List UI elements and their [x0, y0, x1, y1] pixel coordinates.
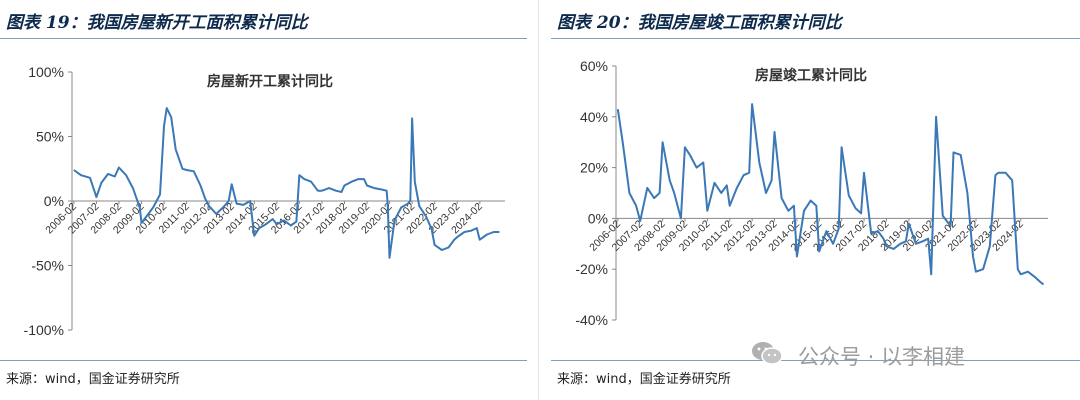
completions-yoy-chart: 60%40%20%0%-20%-40%2006-022007-022008-02… — [575, 58, 1048, 328]
watermark-text: 公众号 · 以李相建 — [798, 345, 966, 369]
figure-panel-right: 图表 20：我国房屋竣工面积累计同比 60% 40% 20% 0% -20% -40% 20… — [551, 0, 1080, 400]
source-divider — [551, 360, 1080, 361]
y-tick-label: 0% — [588, 210, 608, 226]
series-line — [73, 107, 500, 259]
y-tick-label: 100% — [28, 64, 64, 80]
y-tick-label: 20% — [580, 160, 608, 176]
panel-divider — [538, 0, 539, 400]
figure-title: 图表 19：我国房屋新开工面积累计同比 — [6, 13, 308, 33]
series-line — [616, 103, 1045, 286]
y-tick-label: 40% — [580, 109, 608, 125]
chart-title: 房屋新开工累计同比 — [207, 73, 333, 90]
y-tick-label: -100% — [24, 322, 64, 338]
source-divider — [0, 360, 527, 361]
source-note: 来源：wind，国金证券研究所 — [557, 372, 731, 387]
title-divider — [551, 38, 1080, 39]
starts-yoy-chart: 100%50%0%-50%-100%2006-022007-022008-022… — [24, 64, 505, 338]
chart-title: 房屋竣工累计同比 — [755, 67, 867, 84]
y-tick-label: -20% — [575, 261, 608, 277]
figure-title: 图表 20：我国房屋竣工面积累计同比 — [557, 13, 842, 33]
y-tick-label: 0% — [44, 193, 64, 209]
figure-panel-left: 图表 19：我国房屋新开工面积累计同比 100% 50% 0% -50% -100% 20… — [0, 0, 527, 400]
y-tick-label: 60% — [580, 58, 608, 74]
y-tick-label: 50% — [36, 129, 64, 145]
y-tick-label: -40% — [575, 312, 608, 328]
source-note: 来源：wind，国金证券研究所 — [6, 372, 180, 387]
y-tick-label: -50% — [31, 258, 64, 274]
title-divider — [0, 38, 527, 39]
wechat-icon — [752, 342, 783, 365]
